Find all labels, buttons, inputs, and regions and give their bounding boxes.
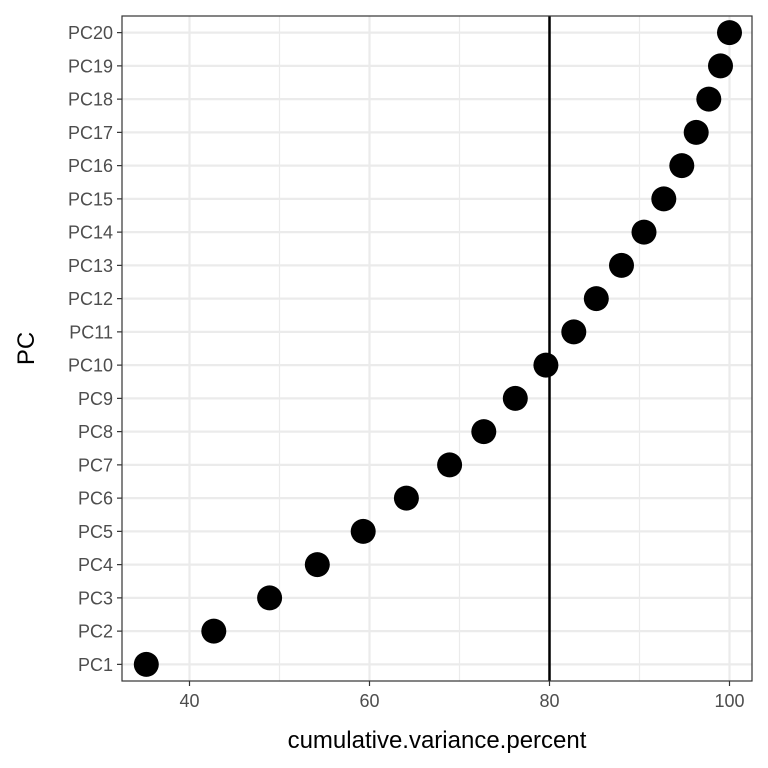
data-point — [561, 319, 587, 345]
y-axis-title: PC — [13, 332, 40, 365]
y-tick-label: PC7 — [78, 455, 113, 475]
y-tick-label: PC10 — [68, 356, 113, 376]
data-point — [133, 651, 159, 677]
data-point — [683, 119, 709, 145]
data-point — [502, 385, 528, 411]
data-point — [609, 252, 634, 278]
panel-border — [121, 15, 753, 682]
y-tick-label: PC15 — [68, 189, 113, 209]
y-tick-label: PC6 — [78, 489, 113, 509]
data-point — [437, 452, 463, 478]
data-point — [651, 186, 677, 212]
y-tick-label: PC17 — [68, 123, 113, 143]
data-point — [669, 153, 695, 179]
y-tick-label: PC3 — [78, 588, 113, 608]
data-point — [583, 286, 609, 312]
x-axis-title: cumulative.variance.percent — [288, 727, 587, 754]
x-tick-label: 60 — [359, 691, 379, 711]
data-point — [533, 352, 559, 378]
data-point — [631, 219, 657, 245]
y-tick-label: PC9 — [78, 389, 113, 409]
data-point — [304, 552, 330, 578]
data-point — [257, 585, 283, 611]
x-tick-label: 40 — [179, 691, 199, 711]
data-point — [696, 86, 722, 112]
y-axis-ticks: PC1 PC2 PC3 PC4 PC5 PC6 PC7 PC8 PC9 PC10 PC11 PC12 P… — [68, 23, 122, 675]
y-tick-label: PC11 — [69, 322, 113, 342]
y-tick-label: PC13 — [68, 256, 113, 276]
y-tick-label: PC20 — [68, 23, 113, 43]
y-tick-label: PC18 — [68, 90, 113, 110]
data-point — [350, 518, 376, 544]
data-point — [393, 485, 419, 511]
y-tick-label: PC2 — [78, 622, 113, 642]
data-point — [717, 20, 742, 46]
x-tick-label: 100 — [714, 691, 744, 711]
data-point — [708, 53, 733, 79]
y-tick-label: PC16 — [68, 156, 113, 176]
y-tick-label: PC1 — [78, 655, 113, 675]
y-tick-label: PC4 — [78, 555, 113, 575]
y-tick-label: PC8 — [78, 422, 113, 442]
y-tick-label: PC12 — [68, 289, 113, 309]
data-point — [201, 618, 227, 644]
y-tick-label: PC19 — [68, 56, 113, 76]
y-tick-label: PC14 — [68, 223, 113, 243]
data-point — [471, 419, 497, 445]
data-points — [133, 20, 742, 677]
x-tick-label: 80 — [539, 691, 559, 711]
x-axis-ticks: 40 60 80 100 — [179, 681, 745, 711]
y-tick-label: PC5 — [78, 522, 113, 542]
